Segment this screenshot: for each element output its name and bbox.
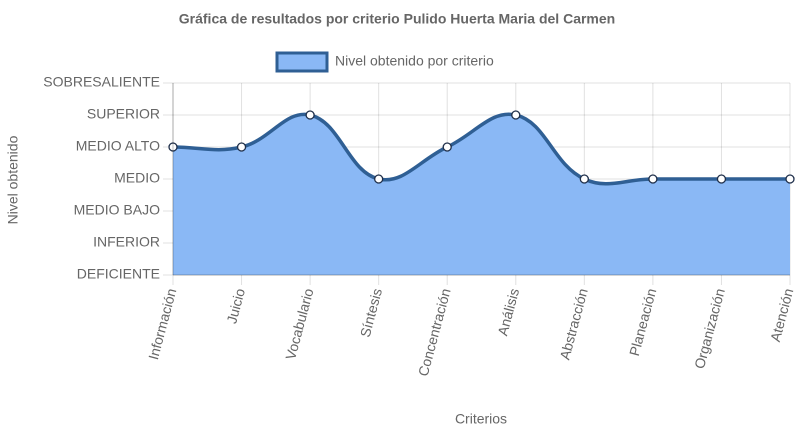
point bbox=[236, 142, 247, 152]
point bbox=[648, 174, 658, 184]
area bbox=[173, 114, 790, 275]
point bbox=[511, 110, 521, 120]
x-tick-label: Abstracción bbox=[556, 287, 590, 362]
legend-swatch bbox=[275, 51, 329, 73]
x-tick-label: Juicio bbox=[223, 286, 248, 325]
point bbox=[785, 174, 795, 184]
y-tick-label: MEDIO BAJO bbox=[74, 202, 160, 218]
x-tick-label: Concentración bbox=[415, 287, 454, 378]
point bbox=[442, 142, 452, 152]
y-tick-label: MEDIO ALTO bbox=[76, 138, 160, 154]
x-tick-label: Análisis bbox=[494, 287, 522, 338]
x-axis-title: Criterios bbox=[455, 411, 507, 427]
x-tick-label: Síntesis bbox=[357, 287, 385, 339]
x-tick-label: Planeación bbox=[626, 287, 659, 358]
point bbox=[579, 174, 589, 184]
line bbox=[172, 112, 790, 186]
x-tick-label: Información bbox=[145, 287, 179, 362]
y-tick-label: INFERIOR bbox=[93, 234, 160, 250]
x-tick-label: Atención bbox=[767, 287, 795, 344]
y-tick-label: MEDIO bbox=[114, 170, 160, 186]
x-tick-label: Organización bbox=[691, 287, 728, 371]
legend-label: Nivel obtenido por criterio bbox=[335, 53, 494, 69]
point bbox=[374, 174, 384, 184]
x-tick-label: Vocabulario bbox=[282, 286, 316, 361]
y-axis-title: Nivel obtenido bbox=[5, 135, 21, 224]
y-tick-label: DEFICIENTE bbox=[77, 266, 160, 282]
y-tick-label: SUPERIOR bbox=[87, 106, 160, 122]
chart-title: Gráfica de resultados por criterio Pulid… bbox=[179, 11, 615, 27]
point bbox=[168, 142, 178, 152]
point bbox=[716, 174, 727, 184]
y-tick-label: SOBRESALIENTE bbox=[43, 74, 160, 90]
point bbox=[305, 110, 315, 120]
